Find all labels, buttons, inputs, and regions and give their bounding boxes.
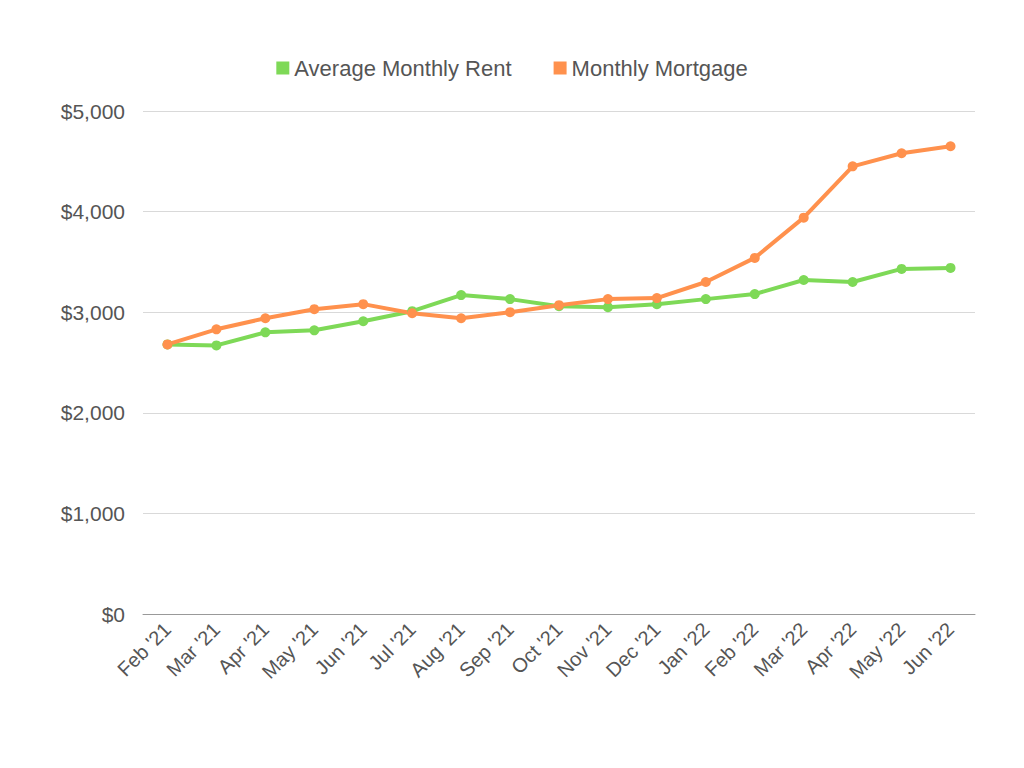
svg-text:$5,000: $5,000 [61,100,125,123]
svg-text:$1,000: $1,000 [61,502,125,525]
svg-text:Jun '21: Jun '21 [310,618,371,679]
svg-text:$4,000: $4,000 [61,200,125,223]
svg-text:Aug '21: Aug '21 [406,618,469,681]
svg-text:Sep '21: Sep '21 [455,618,518,681]
svg-text:Average Monthly Rent: Average Monthly Rent [294,56,511,81]
svg-text:Dec '21: Dec '21 [602,618,665,681]
svg-text:Apr '21: Apr '21 [213,618,274,679]
svg-text:Apr '22: Apr '22 [800,618,861,679]
svg-text:Jul '21: Jul '21 [364,618,420,675]
svg-text:Monthly Mortgage: Monthly Mortgage [572,56,748,81]
svg-text:Mar '22: Mar '22 [749,618,811,680]
svg-text:$3,000: $3,000 [61,301,125,324]
svg-text:May '21: May '21 [257,618,322,683]
svg-text:Jun '22: Jun '22 [898,618,959,679]
svg-text:Feb '21: Feb '21 [113,618,175,680]
svg-text:Mar '21: Mar '21 [162,618,224,680]
svg-text:$0: $0 [102,603,125,626]
svg-text:May '22: May '22 [845,618,910,683]
svg-text:$2,000: $2,000 [61,401,125,424]
svg-text:Feb '22: Feb '22 [700,618,762,680]
svg-text:Jan '22: Jan '22 [652,618,714,679]
svg-text:Nov '21: Nov '21 [553,618,616,681]
svg-text:Oct '21: Oct '21 [506,618,567,679]
